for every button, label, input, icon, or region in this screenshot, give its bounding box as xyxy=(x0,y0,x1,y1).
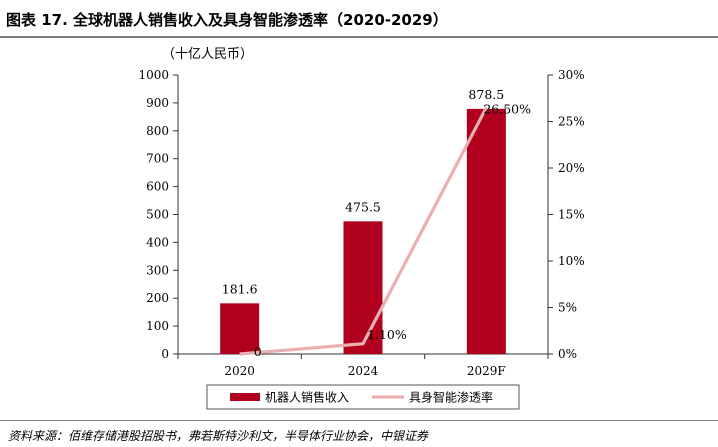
line-value-label: 26.50% xyxy=(483,102,531,117)
source-bar: 资料来源：佰维存储港股招股书，弗若斯特沙利文，半导体行业协会，中银证券 xyxy=(0,420,718,447)
legend-label-bar: 机器人销售收入 xyxy=(265,390,349,405)
y-left-tick-label: 200 xyxy=(146,291,169,305)
bar xyxy=(220,303,260,354)
y-left-tick-label: 800 xyxy=(146,124,169,138)
y-left-tick-label: 300 xyxy=(146,263,169,277)
x-tick-label: 2029F xyxy=(467,364,506,378)
source-note: 资料来源：佰维存储港股招股书，弗若斯特沙利文，半导体行业协会，中银证券 xyxy=(8,429,429,443)
y-right-tick-label: 25% xyxy=(558,115,585,129)
chart: （十亿人民币） 0 100 200 300 400 500 600 700 800 900 1000… xyxy=(138,47,585,410)
line-value-label: 1.10% xyxy=(367,327,407,342)
y-right-tick-label: 5% xyxy=(558,301,577,315)
legend: 机器人销售收入 具身智能渗透率 xyxy=(206,384,520,410)
line-value-label: 0 xyxy=(254,344,262,359)
data-labels: 181.6 475.5 878.5 0 1.10% 26.50% xyxy=(222,87,531,359)
legend-swatch-bar xyxy=(230,393,260,401)
y-right-tick-label: 15% xyxy=(558,208,585,222)
y-left-tick-label: 100 xyxy=(146,319,169,333)
bar-value-label: 878.5 xyxy=(468,87,504,102)
y-right-tick-label: 0% xyxy=(558,347,577,361)
y-left-tick-label: 700 xyxy=(146,152,169,166)
y-right-tick-label: 20% xyxy=(558,161,585,175)
x-tick-label: 2020 xyxy=(224,364,255,378)
y-left-tick-label: 900 xyxy=(146,96,169,110)
y-right-tick-label: 10% xyxy=(558,254,585,268)
legend-box xyxy=(206,384,520,410)
penetration-line xyxy=(239,106,488,356)
bar-value-label: 181.6 xyxy=(222,281,258,296)
y-axis-unit-label: （十亿人民币） xyxy=(162,47,253,62)
legend-label-line: 具身智能渗透率 xyxy=(409,390,493,405)
bars xyxy=(220,108,506,354)
figure-title-bar: 图表 17. 全球机器人销售收入及具身智能渗透率（2020-2029） xyxy=(0,0,718,38)
axes: 0 100 200 300 400 500 600 700 800 900 1000 0% 5% 10% 1… xyxy=(138,68,584,378)
bar-value-label: 475.5 xyxy=(345,199,381,214)
y-left-tick-label: 0 xyxy=(161,347,169,361)
bar xyxy=(343,221,383,354)
y-left-tick-label: 1000 xyxy=(138,68,169,82)
x-tick-label: 2024 xyxy=(348,364,379,378)
bar xyxy=(466,108,506,354)
line-series xyxy=(239,106,488,356)
figure-title: 图表 17. 全球机器人销售收入及具身智能渗透率（2020-2029） xyxy=(6,11,448,29)
y-left-tick-label: 500 xyxy=(146,208,169,222)
y-right-tick-label: 30% xyxy=(558,68,585,82)
y-left-tick-label: 600 xyxy=(146,180,169,194)
y-left-tick-label: 400 xyxy=(146,235,169,249)
